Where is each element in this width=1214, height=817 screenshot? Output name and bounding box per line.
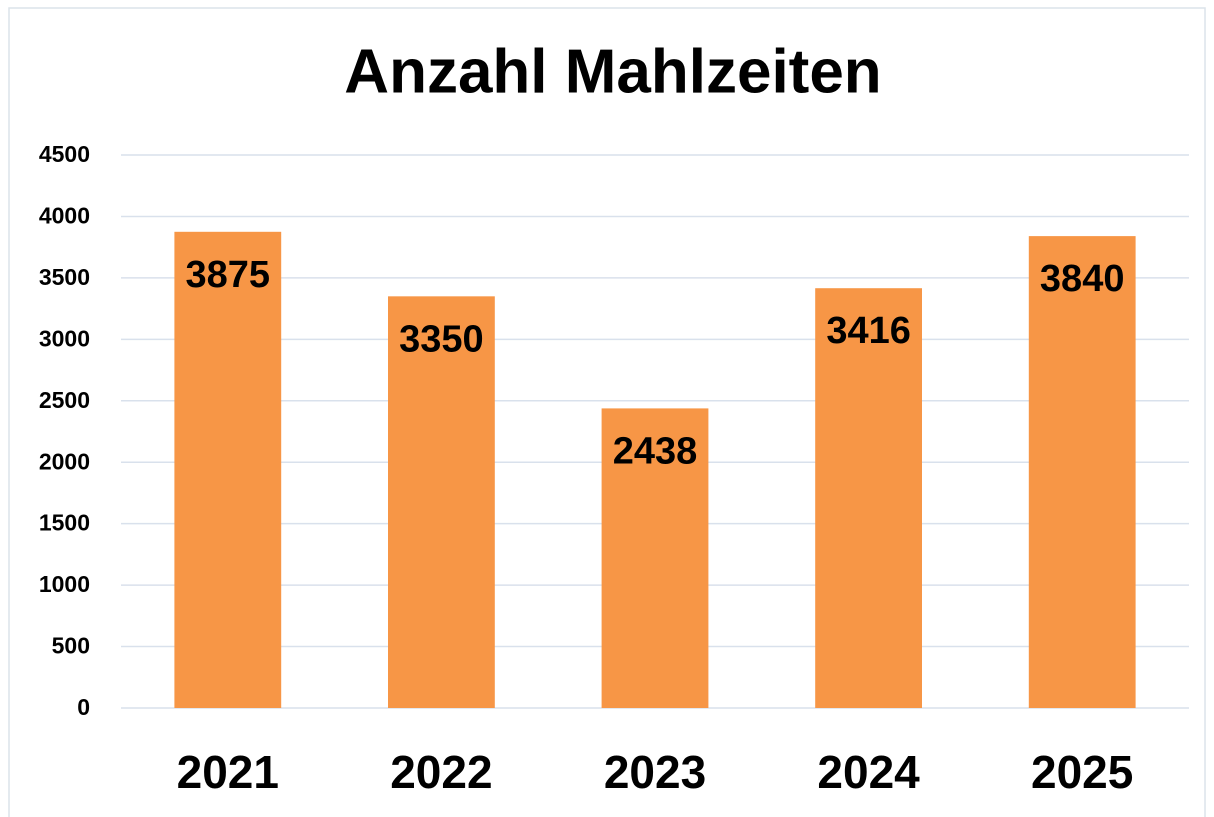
data-label: 3350 (399, 318, 484, 360)
y-tick-label: 3500 (39, 264, 90, 290)
y-tick-label: 1000 (39, 571, 90, 597)
x-tick-label: 2025 (1031, 746, 1133, 798)
bar (388, 296, 495, 708)
bar (174, 231, 282, 709)
y-tick-label: 4000 (39, 203, 90, 229)
y-tick-label: 3000 (39, 325, 90, 351)
bar (1028, 236, 1136, 708)
y-tick-label: 1500 (39, 510, 90, 536)
data-label: 3416 (826, 310, 911, 352)
y-tick-label: 0 (77, 694, 90, 720)
data-label: 3875 (186, 254, 271, 296)
bar (601, 408, 709, 708)
x-tick-label: 2023 (604, 746, 706, 798)
y-tick-label: 4500 (39, 141, 90, 167)
x-tick-label: 2022 (390, 746, 492, 798)
y-tick-label: 2500 (39, 387, 90, 413)
y-tick-label: 500 (52, 633, 90, 659)
bar (815, 288, 922, 708)
data-label: 3840 (1040, 258, 1125, 300)
data-label: 2438 (613, 430, 698, 472)
chart-title: Anzahl Mahlzeiten (344, 37, 881, 106)
x-tick-label: 2021 (177, 746, 279, 798)
y-tick-label: 2000 (39, 448, 90, 474)
x-tick-label: 2024 (817, 746, 920, 798)
